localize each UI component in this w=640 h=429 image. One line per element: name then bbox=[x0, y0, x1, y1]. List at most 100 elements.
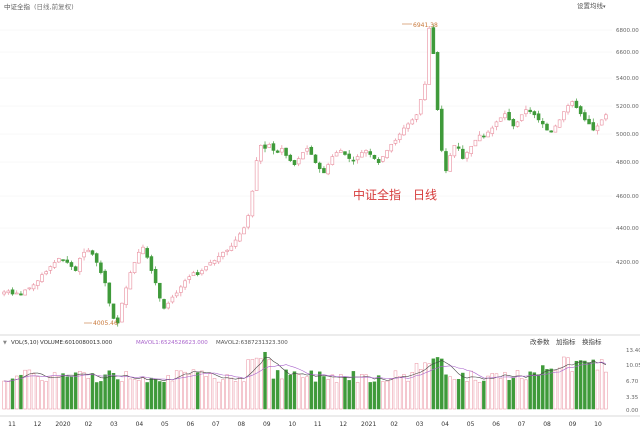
volume-bar bbox=[389, 378, 393, 410]
mavol2-value: MAVOL2:6387231323.300 bbox=[216, 340, 288, 346]
candle-body bbox=[372, 154, 377, 159]
volume-bar bbox=[120, 381, 124, 410]
volume-bar bbox=[393, 370, 398, 410]
candle-body bbox=[490, 127, 495, 134]
volume-bar bbox=[566, 357, 570, 410]
candle-body bbox=[153, 268, 158, 284]
volume-bar bbox=[233, 381, 238, 410]
edit-params-button[interactable]: 改参数 bbox=[530, 337, 550, 346]
candle-body bbox=[237, 233, 242, 242]
date-tick-label: 2020 bbox=[55, 421, 70, 428]
high-label: 6941.38 bbox=[413, 22, 438, 29]
candle-body bbox=[149, 256, 154, 271]
date-tick-label: 10 bbox=[288, 421, 296, 428]
candle-body bbox=[52, 262, 57, 268]
candle-body bbox=[406, 123, 410, 129]
collapse-icon[interactable]: ▼ bbox=[3, 340, 7, 346]
candle-body bbox=[351, 159, 356, 162]
volume-tick-label: 6.70 bbox=[626, 379, 639, 385]
candle-body bbox=[275, 150, 280, 153]
volume-bar bbox=[334, 382, 339, 410]
candle-body bbox=[334, 152, 339, 157]
volume-bar bbox=[574, 360, 579, 410]
candle-body bbox=[313, 154, 318, 163]
candle-body bbox=[69, 262, 74, 267]
volume-bar bbox=[86, 378, 90, 410]
volume-bar bbox=[23, 369, 27, 410]
price-axis: 6800.00 6600.00 5400.00 5200.00 5000.00 4800.… bbox=[616, 28, 639, 266]
volume-tick-label: 10.05 bbox=[626, 363, 640, 369]
candle-body bbox=[545, 123, 549, 131]
candle-body bbox=[292, 160, 297, 165]
candle-body bbox=[183, 280, 187, 288]
candle-body bbox=[494, 121, 499, 127]
candle-body bbox=[397, 133, 402, 141]
candle-body bbox=[431, 27, 436, 54]
candle-body bbox=[309, 146, 314, 155]
candle-body bbox=[385, 150, 389, 158]
volume-bar bbox=[153, 378, 158, 410]
volume-bar bbox=[170, 380, 175, 410]
date-tick-label: 03 bbox=[110, 421, 118, 428]
candle-body bbox=[515, 121, 520, 127]
volume-bar bbox=[6, 381, 11, 410]
volume-bar bbox=[536, 374, 541, 410]
volume-bar bbox=[229, 377, 234, 410]
volume-bar bbox=[301, 377, 305, 410]
candle-body bbox=[503, 113, 507, 119]
price-tick-label: 6800.00 bbox=[616, 28, 639, 34]
candle-body bbox=[519, 114, 524, 121]
chevron-down-icon[interactable]: ▾ bbox=[603, 4, 606, 10]
candle-body bbox=[473, 139, 478, 147]
date-tick-label: 07 bbox=[518, 421, 526, 428]
candle-body bbox=[31, 284, 36, 290]
volume-bar bbox=[465, 381, 469, 410]
volume-bar bbox=[385, 380, 389, 410]
date-tick-label: 09 bbox=[569, 421, 577, 428]
settings-ma-button[interactable]: 设置均线 bbox=[577, 1, 604, 10]
volume-bar bbox=[339, 374, 343, 410]
volume-bar bbox=[48, 376, 53, 410]
price-tick-label: 5200.00 bbox=[616, 104, 639, 110]
candle-body bbox=[204, 266, 208, 271]
candle-body bbox=[242, 227, 246, 235]
volume-bar bbox=[78, 370, 82, 410]
volume-bar bbox=[553, 370, 558, 410]
volume-bar bbox=[111, 372, 116, 410]
price-tick-label: 4400.00 bbox=[616, 226, 639, 232]
chart-watermark: 中证全指 日线 bbox=[353, 187, 437, 202]
candle-body bbox=[128, 272, 133, 290]
volume-bar bbox=[225, 374, 229, 410]
candle-body bbox=[35, 280, 40, 286]
candle-body bbox=[14, 292, 19, 295]
volume-bar bbox=[376, 375, 381, 410]
switch-indicator-button[interactable]: 换指标 bbox=[582, 337, 602, 346]
price-tick-label: 5000.00 bbox=[616, 132, 639, 138]
volume-bar bbox=[288, 374, 292, 410]
volume-bar bbox=[477, 382, 482, 410]
volume-bar bbox=[599, 359, 604, 410]
volume-bar bbox=[532, 372, 537, 410]
volume-bar bbox=[166, 375, 170, 410]
candle-body bbox=[317, 162, 322, 170]
volume-bar bbox=[511, 377, 516, 410]
volume-tick-label: 3.35 bbox=[626, 395, 639, 401]
candle-body bbox=[562, 111, 566, 121]
volume-bar bbox=[524, 379, 528, 410]
date-tick-label: 07 bbox=[212, 421, 220, 428]
candle-body bbox=[86, 249, 91, 253]
volume-indicator-label: VOL(5,10) bbox=[11, 340, 39, 346]
volume-bar bbox=[562, 356, 566, 410]
volume-bar bbox=[292, 371, 297, 410]
volume-bar bbox=[587, 362, 591, 410]
volume-bar bbox=[141, 377, 145, 410]
candle-body bbox=[10, 289, 15, 295]
candle-body bbox=[136, 251, 141, 264]
volume-bar bbox=[595, 369, 600, 410]
add-indicator-button[interactable]: 加指标 bbox=[556, 337, 576, 346]
candle-body bbox=[435, 52, 440, 110]
volume-bar bbox=[461, 372, 465, 410]
volume-bar bbox=[372, 381, 377, 410]
volume-bar bbox=[52, 372, 57, 410]
candle-body bbox=[6, 290, 11, 294]
